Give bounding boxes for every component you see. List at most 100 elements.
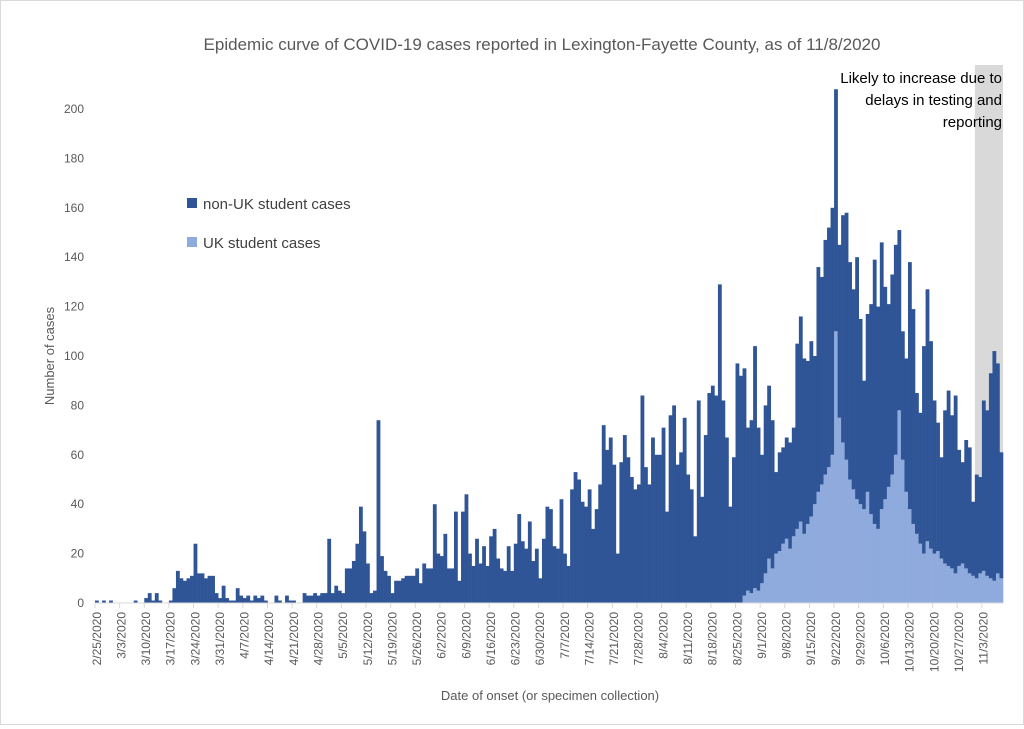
- bar-uk-student: [802, 533, 807, 603]
- y-tick-label: 120: [64, 300, 84, 314]
- bar-non-uk-student: [876, 306, 881, 529]
- bar-non-uk-student: [767, 385, 772, 559]
- x-tick-label: 7/14/2020: [582, 612, 596, 666]
- bar-uk-student: [950, 568, 955, 603]
- bar-uk-student: [890, 474, 895, 603]
- bar-non-uk-student: [735, 363, 740, 603]
- x-tick-label: 5/26/2020: [410, 612, 424, 666]
- bar-uk-student: [865, 491, 870, 603]
- bar-non-uk-student: [401, 578, 406, 603]
- bar-uk-student: [974, 578, 979, 603]
- bar-non-uk-student: [496, 558, 501, 603]
- bar-uk-student: [897, 410, 902, 603]
- bar-non-uk-student: [211, 575, 215, 603]
- y-tick-label: 180: [64, 151, 84, 165]
- bar-non-uk-student: [830, 207, 835, 455]
- bar-non-uk-student: [506, 546, 511, 603]
- bar-non-uk-student: [915, 393, 919, 534]
- bar-non-uk-student: [812, 356, 817, 505]
- bar-non-uk-student: [200, 573, 205, 603]
- bar-non-uk-student: [362, 531, 367, 603]
- x-tick-label: 6/16/2020: [484, 612, 498, 666]
- bar-non-uk-student: [337, 590, 342, 603]
- bar-non-uk-student: [182, 580, 187, 603]
- bar-non-uk-student: [721, 400, 726, 603]
- annotation-line-3: reporting: [943, 114, 1002, 131]
- bar-non-uk-student: [788, 442, 793, 549]
- bar-non-uk-student: [485, 565, 490, 603]
- bar-non-uk-student: [661, 427, 666, 603]
- bar-uk-student: [763, 573, 768, 603]
- x-tick-label: 6/2/2020: [435, 612, 449, 659]
- bar-non-uk-student: [235, 588, 240, 603]
- bar-non-uk-student: [619, 462, 624, 603]
- bar-non-uk-student: [848, 262, 852, 480]
- bar-non-uk-student: [728, 506, 733, 603]
- bar-uk-student: [749, 593, 754, 603]
- bar-non-uk-student: [598, 484, 603, 603]
- bar-non-uk-student: [348, 568, 353, 603]
- bar-non-uk-student: [855, 257, 860, 500]
- bar-non-uk-student: [696, 400, 701, 603]
- bar-uk-student: [858, 504, 863, 603]
- x-tick-label: 5/19/2020: [385, 612, 399, 666]
- bar-non-uk-student: [777, 452, 782, 552]
- bar-uk-student: [922, 553, 926, 603]
- bar-uk-student: [823, 474, 828, 603]
- bar-uk-student: [812, 504, 817, 603]
- x-tick-label: 8/18/2020: [706, 612, 720, 666]
- bar-non-uk-student: [943, 410, 947, 564]
- delay-annotation: Likely to increase due to delays in test…: [840, 70, 1002, 131]
- bar-non-uk-student: [133, 600, 138, 603]
- bar-uk-student: [855, 499, 860, 603]
- bar-uk-student: [971, 575, 976, 603]
- bar-non-uk-student: [457, 580, 462, 603]
- bar-non-uk-student: [263, 600, 268, 603]
- bar-non-uk-student: [925, 289, 930, 542]
- bar-non-uk-student: [285, 595, 289, 603]
- bar-non-uk-student: [837, 244, 842, 418]
- bar-non-uk-student: [563, 553, 567, 603]
- bar-non-uk-student: [158, 600, 163, 603]
- bar-non-uk-student: [151, 600, 156, 603]
- bar-non-uk-student: [675, 464, 680, 603]
- bar-non-uk-student: [703, 435, 708, 603]
- bar-uk-student: [784, 538, 789, 603]
- bar-non-uk-student: [844, 212, 849, 460]
- bar-non-uk-student: [918, 412, 923, 544]
- bar-uk-student: [777, 551, 782, 603]
- bar-non-uk-student: [995, 363, 1000, 574]
- bar-uk-student: [837, 417, 842, 603]
- bar-non-uk-student: [629, 477, 634, 603]
- legend-label-uk: UK student cases: [203, 235, 321, 252]
- bar-uk-student: [907, 509, 912, 603]
- bar-non-uk-student: [805, 360, 810, 524]
- bar-non-uk-student: [615, 553, 620, 603]
- bar-non-uk-student: [499, 568, 504, 603]
- bar-non-uk-student: [517, 514, 522, 603]
- bar-non-uk-student: [193, 543, 198, 603]
- bar-non-uk-student: [936, 422, 940, 552]
- bar-non-uk-student: [278, 600, 282, 603]
- bar-uk-student: [753, 588, 757, 603]
- bar-non-uk-student: [429, 568, 434, 603]
- bar-non-uk-student: [327, 538, 332, 603]
- bar-uk-student: [848, 479, 852, 603]
- x-tick-label: 3/17/2020: [164, 612, 178, 666]
- bar-uk-student: [819, 484, 824, 603]
- x-tick-label: 6/30/2020: [533, 612, 547, 666]
- bar-uk-student: [760, 583, 764, 603]
- bar-uk-student: [795, 528, 800, 603]
- x-tick-label: 4/7/2020: [238, 612, 252, 659]
- bar-non-uk-student: [387, 575, 391, 603]
- bar-non-uk-student: [960, 462, 965, 564]
- bar-uk-student: [879, 509, 884, 603]
- bar-non-uk-student: [344, 568, 349, 603]
- bar-non-uk-student: [524, 548, 529, 603]
- bar-non-uk-student: [172, 588, 177, 603]
- bar-non-uk-student: [907, 262, 912, 510]
- bar-non-uk-student: [809, 341, 814, 517]
- bar-non-uk-student: [608, 437, 613, 603]
- bar-non-uk-student: [513, 543, 518, 603]
